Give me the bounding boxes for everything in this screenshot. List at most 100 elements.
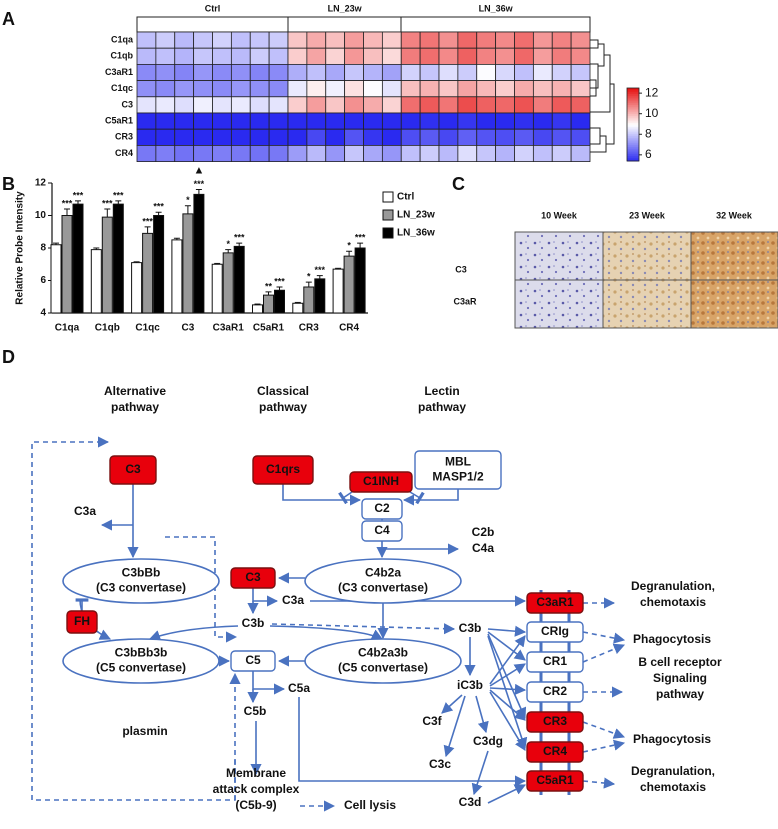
heat-cell (570, 96, 591, 114)
heat-cell (268, 112, 289, 130)
heat-cell (438, 47, 459, 65)
heat-cell (230, 80, 251, 98)
node-box (526, 592, 584, 614)
heat-cell (419, 80, 440, 98)
x-tick-label: C3aR1 (213, 323, 245, 334)
heat-cell (570, 80, 591, 98)
row-label: C3 (455, 264, 467, 274)
heat-cell (344, 64, 364, 82)
heat-cell (193, 128, 213, 146)
heat-cell (532, 96, 553, 114)
node-label: C4 (374, 523, 390, 537)
node-ellipse (62, 638, 220, 684)
node-label: C3b (459, 621, 482, 635)
heat-cell (532, 64, 553, 82)
heat-cell (193, 112, 213, 130)
heat-cell (249, 144, 270, 162)
heat-cell (419, 112, 440, 130)
colorbar-step (627, 151, 639, 155)
heat-cell (174, 112, 195, 130)
legend-label: LN_36w (397, 228, 435, 239)
significance: * (307, 272, 311, 282)
heat-cell (212, 64, 232, 82)
heat-cell (287, 112, 308, 130)
heat-cell (551, 144, 572, 162)
node-label: iC3b (457, 678, 483, 692)
bar (314, 278, 326, 314)
heat-cell (230, 96, 251, 114)
bar-chart: 4681012C1qa******C1qb******C1qc******C3*… (35, 164, 435, 333)
heat-cell (438, 112, 459, 130)
heat-cell (155, 144, 176, 162)
heat-cell (193, 31, 213, 49)
heat-cell (438, 144, 459, 162)
colorbar-step (627, 148, 639, 151)
node-label: (C5 convertase) (338, 661, 428, 675)
heat-cell (551, 80, 572, 98)
significance: *** (73, 190, 84, 200)
legend-swatch (382, 191, 394, 203)
heat-cell (551, 112, 572, 130)
heat-cell (457, 47, 478, 65)
node-label: chemotaxis (640, 780, 706, 794)
node-label: Degranulation, (631, 579, 715, 593)
heat-cell (155, 112, 176, 130)
row-label: C1qa (111, 34, 134, 44)
heat-cell (381, 96, 402, 114)
bar (222, 252, 234, 314)
node-label: C5a (288, 681, 310, 695)
colorbar-frame (626, 87, 640, 162)
colorbar-step (627, 88, 639, 91)
colorbar-step (627, 98, 639, 102)
colorbar-step (627, 115, 639, 118)
x-tick-label: C1qb (95, 323, 120, 334)
bar (292, 302, 304, 314)
colorbar-step (627, 111, 639, 115)
heat-cell (419, 64, 440, 82)
node-label: C4b2a3b (358, 646, 408, 660)
node-ellipse (304, 638, 462, 684)
heat-cell (155, 128, 176, 146)
heat-cell (532, 80, 553, 98)
heat-cell (514, 64, 534, 82)
node-label: plasmin (122, 724, 167, 738)
colorbar-step (627, 119, 639, 122)
column-label: 10 Week (541, 210, 578, 220)
bar (50, 244, 62, 314)
heat-cell (457, 64, 478, 82)
node-label: C5b (244, 704, 267, 718)
heat-cell (212, 31, 232, 49)
node-label: C3 (125, 462, 141, 476)
node-label: chemotaxis (640, 595, 706, 609)
significance: *** (102, 198, 113, 208)
heat-cell (155, 64, 176, 82)
row-label: C5aR1 (105, 115, 133, 125)
significance: *** (274, 276, 285, 286)
heat-cell (532, 144, 553, 162)
node-label: C4b2a (365, 566, 401, 580)
colorbar-step (627, 89, 639, 93)
heat-cell (381, 128, 402, 146)
heat-cell (212, 96, 232, 114)
heat-cell (438, 31, 459, 49)
bar (233, 245, 245, 314)
heat-cell (193, 96, 213, 114)
heat-cell (344, 128, 364, 146)
heat-cell (400, 144, 421, 162)
row-label: C1qb (111, 51, 134, 61)
colorbar-step (627, 137, 639, 140)
heat-cell (495, 31, 515, 49)
node-label: attack complex (213, 782, 300, 796)
heat-cell (344, 80, 364, 98)
node-label: pathway (259, 400, 307, 414)
node-label: Phagocytosis (633, 732, 711, 746)
colorbar-step (627, 91, 639, 94)
node-label: Degranulation, (631, 764, 715, 778)
heat-cell (306, 112, 327, 130)
panel-label: C (452, 174, 465, 194)
heat-cell (514, 96, 534, 114)
heat-cell (268, 96, 289, 114)
heat-cell (174, 144, 195, 162)
heat-cell (136, 80, 157, 98)
colorbar-step (627, 108, 639, 111)
